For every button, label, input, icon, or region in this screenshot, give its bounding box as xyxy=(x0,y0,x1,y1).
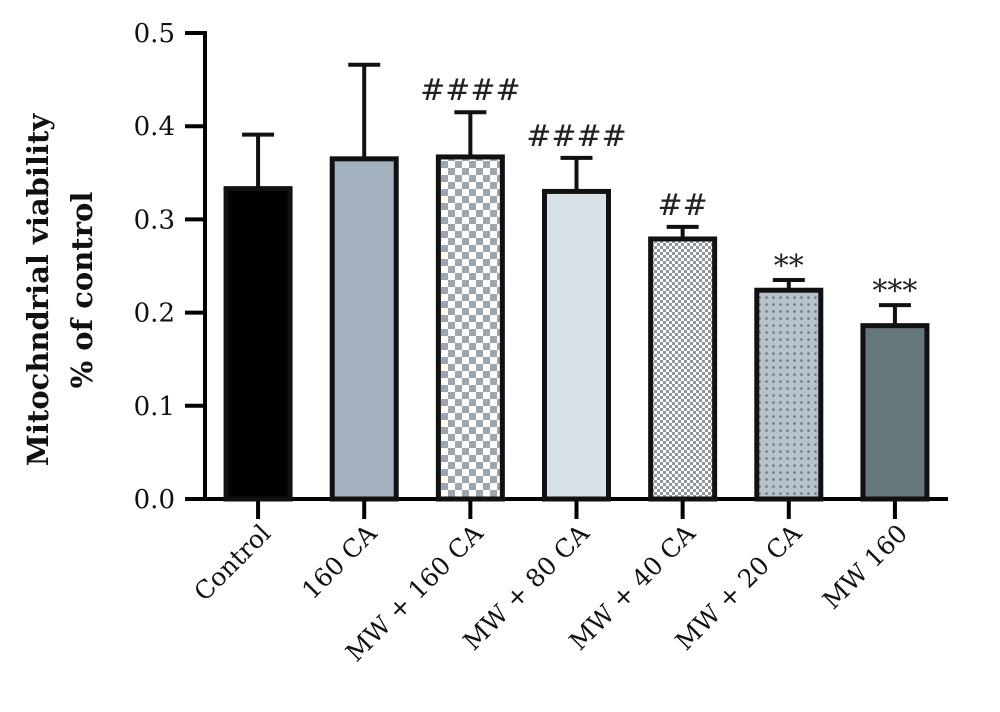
bar xyxy=(435,154,505,502)
y-tick-label: 0.4 xyxy=(134,112,175,142)
significance-label: ## xyxy=(658,188,708,223)
axes xyxy=(185,31,948,519)
bar xyxy=(860,323,930,502)
y-tick-label: 0.5 xyxy=(134,19,175,49)
y-axis-title-line1: Mitochndrial viability xyxy=(21,113,55,467)
significance-label: #### xyxy=(420,73,521,108)
significance-label: ** xyxy=(774,249,804,284)
x-tick-label: Control xyxy=(188,519,276,607)
significance-label: *** xyxy=(872,274,917,309)
bar xyxy=(329,156,399,502)
y-tick-label: 0.1 xyxy=(134,392,175,422)
y-tick-label: 0.0 xyxy=(134,485,175,515)
bar xyxy=(542,188,611,502)
bar xyxy=(754,287,824,502)
x-tick-label: MW 160 xyxy=(817,519,913,615)
bar xyxy=(648,236,718,502)
x-tick-label: 160 CA xyxy=(296,518,383,605)
y-axis-title-line2: % of control xyxy=(65,192,99,389)
bar xyxy=(223,186,293,502)
significance-label: #### xyxy=(526,119,627,154)
bars xyxy=(223,62,930,502)
y-tick-label: 0.2 xyxy=(134,299,175,329)
y-axis-title: Mitochndrial viability % of control xyxy=(21,113,99,467)
y-tick-label: 0.3 xyxy=(134,205,175,235)
